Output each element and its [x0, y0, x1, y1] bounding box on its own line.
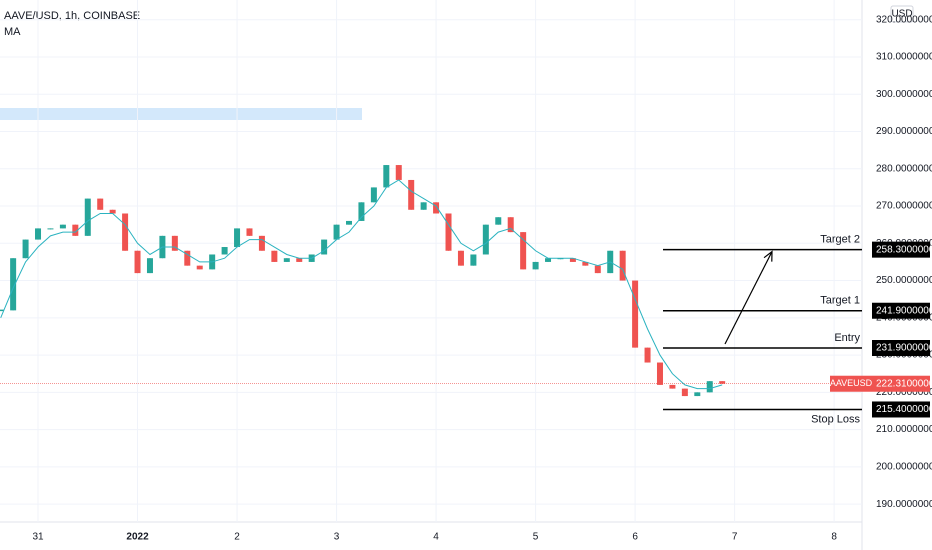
- candle: [632, 280, 639, 348]
- x-tick-label: 5: [533, 532, 539, 543]
- candle: [681, 388, 688, 397]
- y-tick-label: 250.00000000: [876, 275, 932, 286]
- ma-line: [0, 179, 723, 390]
- level-label: 231.90000000: [876, 343, 932, 354]
- candle: [694, 392, 701, 397]
- currency-label[interactable]: USD: [891, 9, 912, 20]
- x-tick-label: 7: [732, 532, 738, 543]
- candle: [122, 213, 129, 251]
- candle: [283, 258, 290, 262]
- candle: [296, 258, 303, 262]
- highlight-zone: [0, 108, 362, 120]
- candle: [47, 228, 54, 230]
- level-name: Stop Loss: [811, 413, 860, 425]
- level-box: [872, 302, 930, 319]
- x-tick-label: 31: [32, 532, 44, 543]
- candle: [482, 224, 489, 255]
- candle: [719, 381, 726, 384]
- y-tick-label: 270.00000000: [876, 201, 932, 212]
- candle: [669, 384, 676, 389]
- last-price-name-box: [830, 375, 872, 392]
- x-tick-label: 2022: [126, 532, 149, 543]
- candle: [184, 250, 191, 266]
- last-price-box: [872, 375, 930, 392]
- candle: [532, 261, 539, 270]
- level-box: [872, 241, 930, 258]
- candle: [358, 202, 365, 221]
- level-label: 241.90000000: [876, 305, 932, 316]
- candle: [370, 187, 377, 203]
- candle: [97, 198, 104, 210]
- candle: [246, 228, 253, 236]
- candle: [706, 381, 713, 393]
- level-name: Target 1: [820, 295, 860, 307]
- level-label: 215.40000000: [876, 404, 932, 415]
- indicator-label: MA: [4, 26, 21, 38]
- candle: [619, 250, 626, 281]
- last-price-label: 222.31000000: [876, 378, 932, 389]
- level-name: Entry: [834, 332, 860, 344]
- candle: [22, 239, 29, 259]
- y-tick-label: 220.00000000: [876, 387, 932, 398]
- candle: [72, 224, 79, 236]
- candle: [134, 250, 141, 274]
- candle: [495, 217, 502, 225]
- candle: [234, 228, 241, 248]
- last-price-name: AAVEUSD: [830, 378, 873, 388]
- candle: [656, 362, 663, 385]
- candle: [470, 254, 477, 266]
- candle: [258, 235, 265, 251]
- candle: [507, 217, 514, 233]
- y-tick-label: 310.00000000: [876, 52, 932, 63]
- candle: [582, 261, 589, 266]
- candle: [395, 165, 402, 180]
- currency-box[interactable]: [890, 5, 914, 23]
- level-label: 258.30000000: [876, 244, 932, 255]
- x-tick-label: 8: [831, 532, 837, 543]
- x-tick-label: 3: [334, 532, 340, 543]
- candle: [445, 213, 452, 251]
- candle: [345, 220, 352, 225]
- candle: [383, 165, 390, 188]
- y-tick-label: 190.00000000: [876, 499, 932, 510]
- y-tick-label: 280.00000000: [876, 163, 932, 174]
- candle: [171, 235, 178, 251]
- candle: [333, 224, 340, 240]
- y-tick-label: 290.00000000: [876, 126, 932, 137]
- level-box: [872, 340, 930, 356]
- candle: [196, 265, 203, 270]
- candle: [457, 250, 464, 266]
- arrow-shaft: [724, 251, 773, 345]
- candle: [84, 198, 91, 236]
- candle: [221, 247, 228, 255]
- x-tick-label: 4: [433, 532, 439, 543]
- level-name: Target 2: [820, 234, 860, 246]
- candle: [146, 258, 153, 274]
- candle: [520, 232, 527, 270]
- arrow-head: [763, 250, 773, 262]
- candle: [35, 228, 42, 240]
- y-tick-label: 200.00000000: [876, 461, 932, 472]
- candle: [433, 202, 440, 214]
- candle: [420, 202, 427, 210]
- y-tick-label: 320.00000000: [876, 14, 932, 25]
- level-box: [872, 401, 930, 418]
- candle: [408, 179, 415, 210]
- x-tick-label: 2: [234, 532, 240, 543]
- y-tick-label: 300.00000000: [876, 89, 932, 100]
- candle: [594, 265, 601, 274]
- candle: [59, 224, 66, 229]
- x-tick-label: 6: [632, 532, 638, 543]
- candle: [10, 258, 17, 311]
- candle: [109, 209, 116, 214]
- candle: [569, 258, 576, 262]
- candle: [271, 250, 278, 262]
- candle: [644, 347, 651, 363]
- candle: [545, 258, 552, 262]
- candle: [321, 239, 328, 255]
- y-tick-label: 210.00000000: [876, 424, 932, 435]
